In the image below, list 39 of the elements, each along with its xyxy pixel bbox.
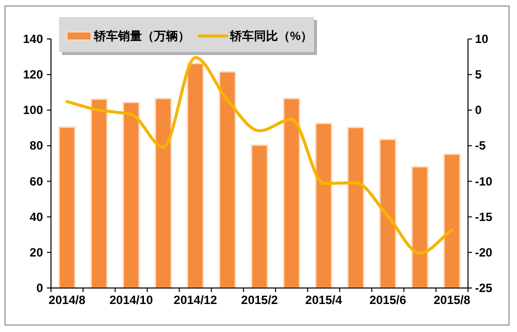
- x-tick-label: 2015/2: [241, 293, 278, 307]
- bar: [314, 122, 332, 289]
- y-tick-label: 60: [30, 174, 44, 188]
- bar: [122, 102, 140, 289]
- y2-tick-label: 0: [475, 103, 482, 118]
- y-tick-label: 80: [30, 138, 44, 153]
- legend-label: 轿车同比（%）: [229, 29, 313, 43]
- bar: [379, 138, 397, 289]
- bar: [58, 126, 76, 289]
- x-tick-label: 2015/6: [369, 293, 406, 307]
- x-tick-label: 2014/10: [109, 293, 154, 307]
- x-tick-label: 2015/8: [434, 293, 471, 307]
- y-tick-label: 40: [30, 210, 44, 224]
- y-tick-label: 140: [22, 32, 44, 46]
- x-tick-label: 2014/12: [174, 293, 218, 307]
- bar: [250, 144, 268, 289]
- y-tick-label: 100: [22, 103, 44, 118]
- y2-tick-label: -10: [475, 174, 493, 188]
- x-tick-label: 2014/8: [48, 293, 86, 307]
- y-tick-label: 20: [30, 245, 44, 260]
- bar: [154, 98, 172, 289]
- bar: [411, 166, 429, 289]
- bar: [346, 126, 364, 289]
- bar: [186, 62, 204, 289]
- y2-tick-label: -20: [475, 245, 493, 260]
- y-tick-label: 0: [36, 281, 44, 295]
- y2-tick-label: 10: [475, 32, 489, 46]
- x-tick-label: 2015/4: [305, 293, 342, 307]
- y2-tick-label: -25: [475, 281, 493, 295]
- y2-tick-label: 5: [475, 68, 482, 82]
- legend-label: 轿车销量（万辆）: [93, 29, 190, 43]
- y2-tick-label: -15: [475, 210, 493, 224]
- y2-tick-label: -5: [475, 138, 486, 153]
- bar: [90, 98, 108, 289]
- bar: [282, 98, 300, 289]
- bar: [443, 153, 461, 289]
- y-tick-label: 120: [22, 68, 44, 82]
- bar: [218, 70, 236, 289]
- line-series: [66, 56, 454, 255]
